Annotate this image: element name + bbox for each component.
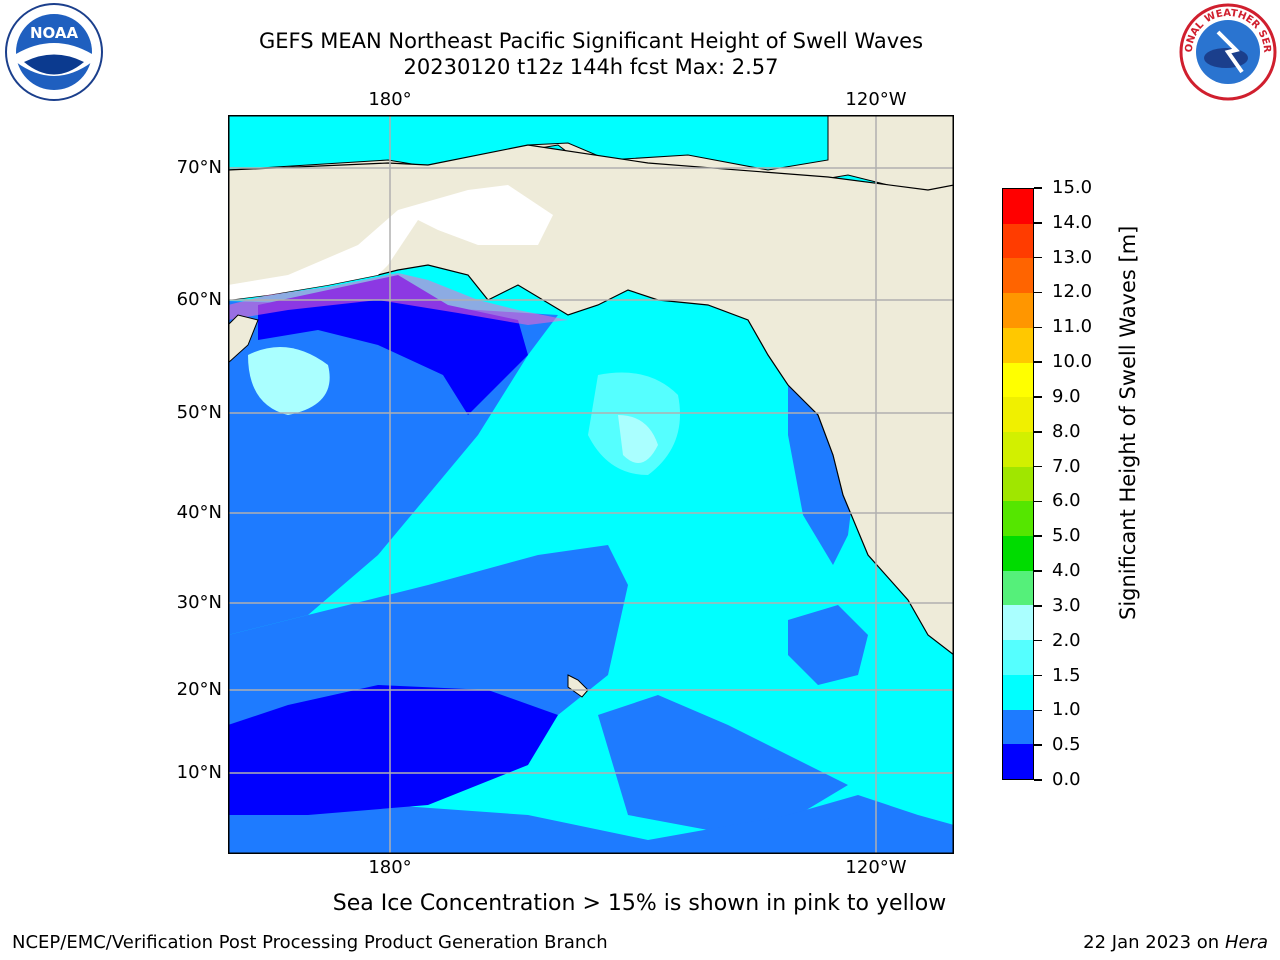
colorbar-tick-mark bbox=[1034, 326, 1042, 329]
colorbar-tick-label: 3.0 bbox=[1052, 594, 1081, 616]
lon-label-top-120w: 120°W bbox=[845, 89, 907, 110]
lat-label-10n: 10°N bbox=[176, 762, 222, 783]
colorbar-segment bbox=[1003, 536, 1033, 571]
colorbar-tick-label: 13.0 bbox=[1052, 246, 1093, 268]
hawaii-land bbox=[567, 674, 589, 698]
nws-logo-icon: NATIONAL WEATHER SERVICE bbox=[1174, 0, 1278, 102]
colorbar-tick-mark bbox=[1034, 779, 1042, 781]
swell-band-2.0-west bbox=[248, 347, 330, 415]
colorbar-tick-mark bbox=[1034, 744, 1042, 746]
lat-label-30n: 30°N bbox=[176, 592, 222, 613]
map-frame bbox=[228, 115, 954, 854]
swell-band-1.0-baja bbox=[788, 605, 868, 685]
colorbar-tick-label: 9.0 bbox=[1052, 385, 1081, 407]
footer-date: 22 Jan 2023 on Hera bbox=[1083, 932, 1268, 954]
colorbar-tick-mark bbox=[1034, 639, 1042, 642]
colorbar-tick-mark bbox=[1034, 674, 1042, 677]
colorbar-tick-mark bbox=[1034, 500, 1042, 503]
colorbar-tick-label: 8.0 bbox=[1052, 420, 1081, 442]
colorbar-tick-label: 6.0 bbox=[1052, 490, 1081, 512]
colorbar-segment bbox=[1003, 223, 1033, 259]
colorbar-segment bbox=[1003, 466, 1033, 502]
colorbar-tick-mark bbox=[1034, 222, 1042, 224]
colorbar-tick-label: 1.5 bbox=[1052, 664, 1081, 686]
colorbar-tick-label: 4.0 bbox=[1052, 560, 1081, 582]
north-america-alaska-land bbox=[227, 144, 955, 657]
noaa-logo-icon: NOAA bbox=[4, 2, 104, 102]
colorbar-tick-mark bbox=[1034, 256, 1042, 259]
colorbar-segment bbox=[1003, 258, 1033, 294]
map-gridlines bbox=[228, 115, 954, 854]
lat-label-50n: 50°N bbox=[176, 402, 222, 423]
colorbar-segment bbox=[1003, 397, 1033, 432]
colorbar-segment bbox=[1003, 189, 1033, 224]
chart-title: GEFS MEAN Northeast Pacific Significant … bbox=[258, 29, 924, 53]
colorbar-segment bbox=[1003, 570, 1033, 606]
colorbar-segment bbox=[1003, 362, 1033, 398]
colorbar-tick-mark bbox=[1034, 291, 1042, 294]
map-panel bbox=[227, 114, 955, 854]
colorbar-tick-label: 15.0 bbox=[1052, 177, 1093, 198]
colorbar-label: Significant Height of Swell Waves [m] bbox=[1116, 225, 1140, 620]
lat-label-40n: 40°N bbox=[176, 502, 222, 523]
footer-date-text: 22 Jan 2023 on bbox=[1083, 932, 1220, 953]
lon-label-bottom-120w: 120°W bbox=[845, 857, 907, 878]
colorbar-tick-label: 0.0 bbox=[1052, 769, 1081, 790]
colorbar-tick-mark bbox=[1034, 187, 1042, 189]
swell-band-2.0-center bbox=[618, 415, 658, 463]
colorbar-tick-mark bbox=[1034, 570, 1042, 572]
colorbar-segment bbox=[1003, 744, 1033, 779]
colorbar-tick-mark bbox=[1034, 535, 1042, 537]
colorbar-tick-mark bbox=[1034, 605, 1042, 607]
colorbar-segment bbox=[1003, 640, 1033, 675]
lat-label-20n: 20°N bbox=[176, 679, 222, 700]
colorbar-tick-label: 10.0 bbox=[1052, 351, 1093, 373]
colorbar-tick-label: 0.5 bbox=[1052, 734, 1081, 756]
footer-host: Hera bbox=[1224, 932, 1268, 953]
swell-band-0.0-tropics bbox=[228, 685, 558, 815]
colorbar-tick-mark bbox=[1034, 465, 1042, 468]
lat-label-70n: 70°N bbox=[176, 157, 222, 178]
colorbar-tick-label: 5.0 bbox=[1052, 525, 1081, 547]
sea-ice-note: Sea Ice Concentration > 15% is shown in … bbox=[332, 891, 947, 916]
colorbar-tick-label: 11.0 bbox=[1052, 316, 1093, 338]
colorbar bbox=[1002, 188, 1034, 780]
lat-label-60n: 60°N bbox=[176, 289, 222, 310]
svg-text:NOAA: NOAA bbox=[30, 24, 79, 42]
colorbar-segment bbox=[1003, 709, 1033, 745]
lon-label-bottom-180: 180° bbox=[368, 857, 412, 878]
swell-band-1.0-south-edge bbox=[228, 795, 954, 854]
swell-band-1.0-southeast bbox=[598, 695, 848, 830]
colorbar-tick-mark bbox=[1034, 361, 1042, 363]
lon-label-top-180: 180° bbox=[368, 89, 412, 110]
colorbar-segment bbox=[1003, 327, 1033, 363]
colorbar-tick-mark bbox=[1034, 396, 1042, 398]
colorbar-segment bbox=[1003, 674, 1033, 710]
colorbar-segment bbox=[1003, 293, 1033, 328]
colorbar-tick-label: 14.0 bbox=[1052, 211, 1093, 233]
colorbar-segment bbox=[1003, 605, 1033, 641]
colorbar-tick-label: 7.0 bbox=[1052, 455, 1081, 477]
chart-subtitle: 20230120 t12z 144h fcst Max: 2.57 bbox=[403, 55, 779, 79]
colorbar-tick-label: 2.0 bbox=[1052, 629, 1081, 651]
colorbar-segment bbox=[1003, 431, 1033, 467]
footer-credit: NCEP/EMC/Verification Post Processing Pr… bbox=[12, 932, 608, 953]
swell-band-1.0-coast bbox=[788, 385, 853, 565]
colorbar-segment bbox=[1003, 501, 1033, 537]
colorbar-tick-label: 1.0 bbox=[1052, 699, 1081, 721]
swell-height-map bbox=[227, 114, 955, 854]
colorbar-tick-label: 12.0 bbox=[1052, 281, 1093, 303]
sea-ice-edge bbox=[228, 273, 568, 325]
colorbar-tick-mark bbox=[1034, 709, 1042, 712]
colorbar-tick-mark bbox=[1034, 431, 1042, 433]
